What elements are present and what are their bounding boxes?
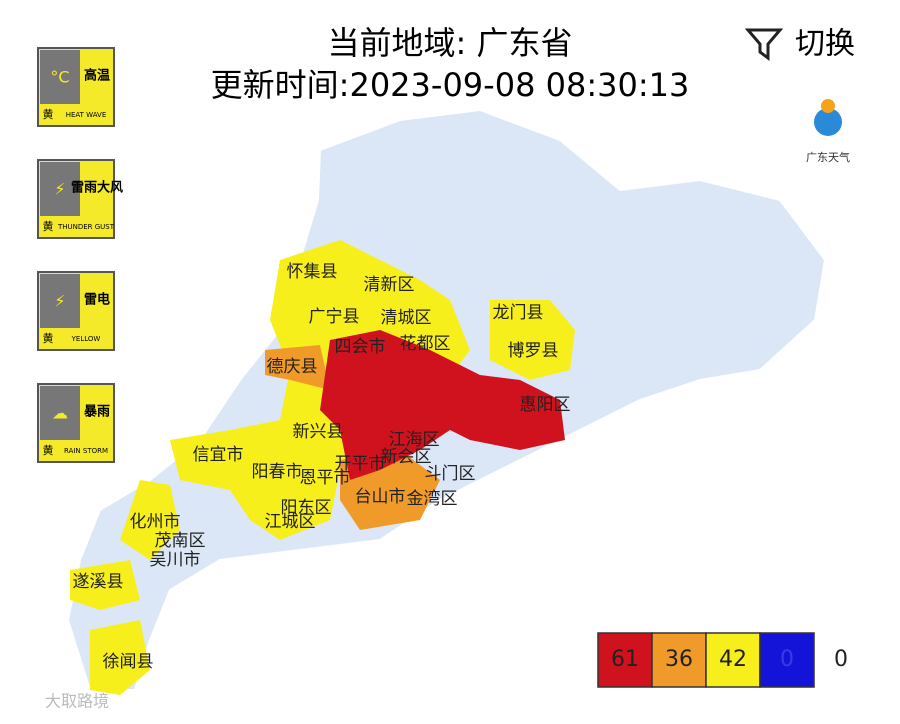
switch-button[interactable]: 切换 <box>795 27 855 62</box>
map-label: 新兴县 <box>293 422 344 442</box>
warning-name: 高温 <box>84 68 110 84</box>
legend-count: 61 <box>611 647 639 672</box>
map-label: 开平市 <box>335 454 386 474</box>
map-label: 江海区 <box>389 430 440 450</box>
warning-english: HEAT WAVE <box>66 111 107 119</box>
warning-name: 雷雨大风 <box>71 180 123 196</box>
warning-name: 暴雨 <box>83 405 110 420</box>
yellow-area <box>490 300 575 380</box>
warning-symbol: ☁ <box>52 404 68 423</box>
warning-level: 黄 <box>43 443 54 457</box>
map-label: 龙门县 <box>493 303 544 323</box>
legend-count: 0 <box>780 647 794 672</box>
map <box>66 108 827 695</box>
map-label: 怀集县 <box>287 262 338 282</box>
map-label: 新会区 <box>381 447 432 467</box>
legend-count: 0 <box>834 647 848 672</box>
map-label: 德庆县 <box>267 357 318 377</box>
warning-icon-bg <box>40 162 80 216</box>
legend-count: 42 <box>719 647 747 672</box>
warning-level: 黄 <box>43 219 54 233</box>
region-title: 当前地域: 广东省 <box>328 24 573 62</box>
map-label: 江城区 <box>265 512 316 532</box>
map-label: 斗门区 <box>425 464 476 484</box>
filter-icon[interactable] <box>744 28 784 61</box>
legend-count: 36 <box>665 647 693 672</box>
watermark: 大取路境 <box>45 692 109 711</box>
yellow-area <box>120 480 180 560</box>
map-label: 花都区 <box>400 334 451 354</box>
map-label: 清新区 <box>364 275 415 295</box>
map-label: 博罗县 <box>508 341 559 361</box>
warning-symbol: ⚡ <box>54 292 65 311</box>
yellow-area <box>90 620 150 695</box>
yellow-area <box>170 240 470 540</box>
warning-symbol: °C <box>50 68 69 87</box>
map-label: 化州市 <box>130 512 181 532</box>
warning-level: 黄 <box>43 107 54 121</box>
warning-icon-bg <box>40 386 80 440</box>
logo-icon <box>814 108 842 136</box>
legend-swatch <box>651 632 707 688</box>
logo-sun <box>821 99 835 113</box>
yellow-area <box>70 560 140 610</box>
map-label: 惠阳区 <box>520 395 571 415</box>
update-time: 更新时间:2023-09-08 08:30:13 <box>211 66 690 104</box>
warning-symbol: ⚡ <box>54 180 65 199</box>
map-label: 信宜市 <box>193 445 244 465</box>
legend: 61 36 42 0 0 <box>597 632 848 688</box>
map-label: 吴川市 <box>150 550 201 570</box>
orange-area <box>265 345 330 390</box>
warning-english: YELLOW <box>71 335 101 343</box>
logo-text: 广东天气 <box>806 150 850 164</box>
warning-icon-bg <box>40 50 80 104</box>
warning-english: THUNDER GUST <box>57 223 115 231</box>
map-label: 阳东区 <box>281 498 332 518</box>
warning-level: 黄 <box>43 331 54 345</box>
map-label: 徐闻县 <box>103 652 154 672</box>
warning-english: RAIN STORM <box>64 447 108 455</box>
map-label: 恩平市 <box>300 468 351 488</box>
map-label: 四会市 <box>335 337 386 357</box>
map-label: 金湾区 <box>407 489 458 509</box>
legend-swatch <box>759 632 815 688</box>
map-label: 清城区 <box>381 308 432 328</box>
map-label: 台山市 <box>355 487 406 507</box>
map-label: 遂溪县 <box>73 572 124 592</box>
map-label: 茂南区 <box>155 531 206 551</box>
map-label: 阳春市 <box>252 462 303 482</box>
map-label: 广宁县 <box>309 307 360 327</box>
warning-name: 雷电 <box>84 292 110 308</box>
red-area <box>320 330 565 480</box>
warning-icon-bg <box>40 274 80 328</box>
